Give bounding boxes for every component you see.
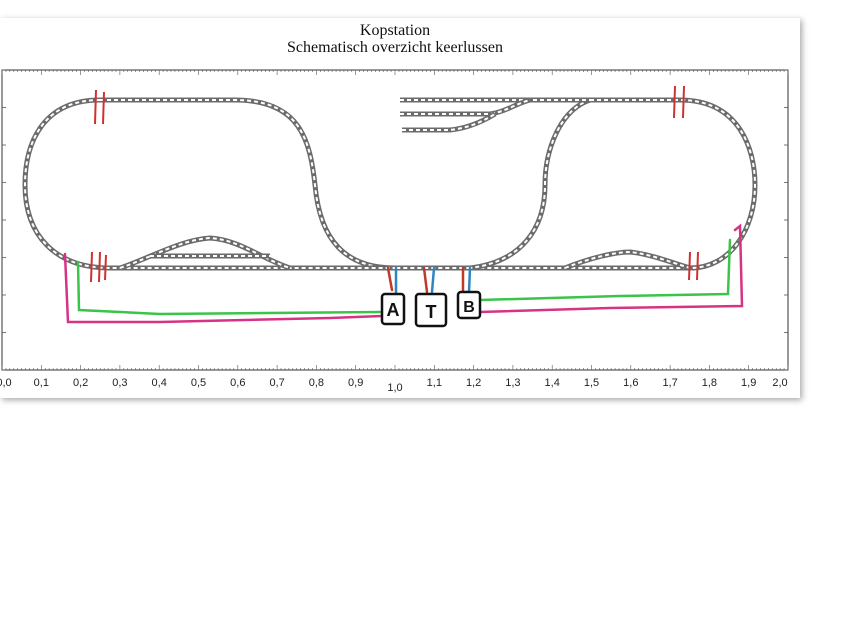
x-tick-label: 1,3	[505, 377, 520, 389]
box-t-label: T	[426, 302, 437, 322]
x-tick-label: 0,2	[73, 377, 88, 389]
x-tick-label: 1,8	[702, 377, 717, 389]
box-a-label: A	[387, 300, 400, 320]
x-tick-label: 1,2	[466, 377, 481, 389]
x-tick-label: 0,6	[230, 377, 245, 389]
x-tick-label: 1,6	[623, 377, 638, 389]
box-b: B	[456, 290, 482, 320]
x-tick-label: 0,9	[348, 377, 363, 389]
box-t: T	[414, 292, 448, 328]
x-tick-label: 2,0	[772, 377, 787, 389]
x-tick-label: 0,0	[0, 377, 12, 389]
diagram-subtitle: Schematisch overzicht keerlussen	[287, 39, 503, 56]
x-tick-label: 1,5	[584, 377, 599, 389]
title-block: Kopstation Schematisch overzicht keerlus…	[0, 22, 790, 56]
x-tick-label: 0,8	[309, 377, 324, 389]
track-layout	[22, 97, 758, 271]
x-tick-label: 1,7	[662, 377, 677, 389]
x-tick-label: 0,4	[152, 377, 167, 389]
wiring	[63, 223, 744, 324]
x-tick-label: 1,0	[387, 382, 402, 394]
diagram-title: Kopstation	[359, 22, 431, 39]
x-tick-label: 0,1	[34, 377, 49, 389]
x-tick-label: 1,4	[545, 377, 560, 389]
isolation-marks	[90, 85, 699, 283]
diagram-sheet	[0, 18, 800, 398]
x-tick-label: 0,7	[269, 377, 284, 389]
x-tick-label: 0,5	[191, 377, 206, 389]
x-tick-label: 1,1	[427, 377, 442, 389]
box-a: A	[380, 292, 406, 326]
x-axis-ticks: 0,0 0,1 0,2 0,3 0,4 0,5 0,6 0,7 0,8 0,9 1,0 1,1 1,2 1…	[0, 377, 788, 394]
x-tick-label: 1,9	[741, 377, 756, 389]
box-b-label: B	[463, 299, 475, 316]
x-tick-label: 0,3	[112, 377, 127, 389]
frame-minor-ticks	[1, 69, 789, 371]
